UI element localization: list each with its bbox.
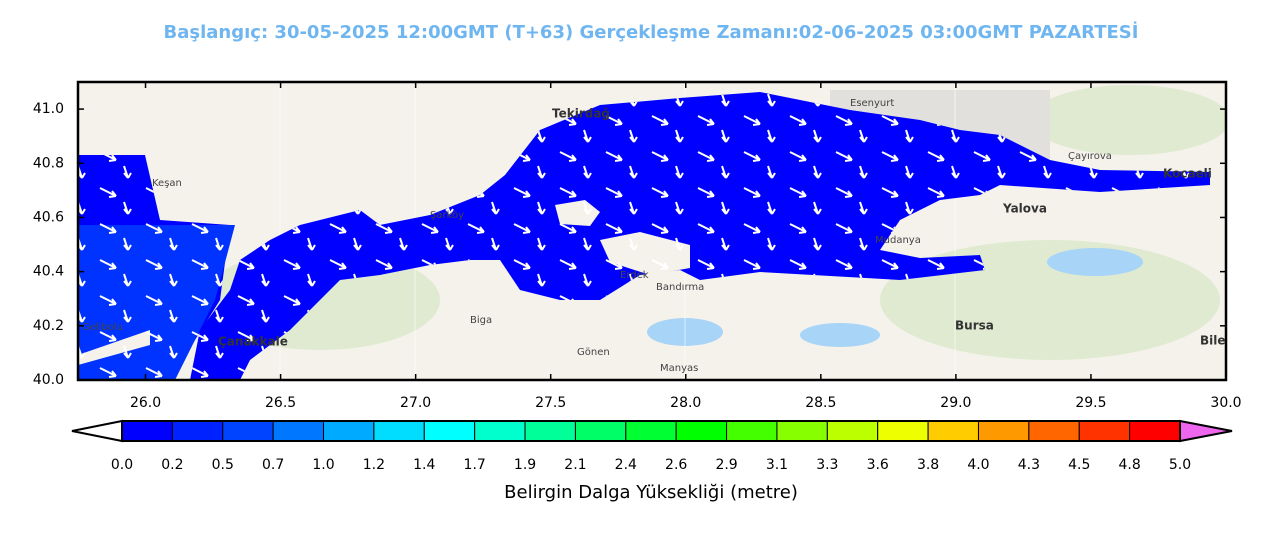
x-tick-label: 30.0 — [1210, 395, 1241, 411]
x-tick-label: 26.0 — [130, 395, 161, 411]
colorbar-tick-label: 3.8 — [917, 457, 939, 473]
colorbar-segment — [977, 420, 1030, 442]
lake — [1047, 248, 1143, 276]
colorbar-tick-label: 5.0 — [1169, 457, 1191, 473]
colorbar-segment — [1078, 420, 1131, 442]
colorbar-segment — [121, 420, 173, 442]
y-tick-label: 40.4 — [33, 264, 64, 280]
colorbar-tick-label: 3.3 — [816, 457, 838, 473]
wave-direction-arrows — [78, 92, 1210, 380]
colorbar-tick-label: 0.2 — [161, 457, 183, 473]
place-labels: Tekirdağ Yalova Bursa Çanakkale Kocaeli … — [82, 98, 1226, 374]
map-frame — [76, 80, 1228, 382]
colorbar-tick-label: 2.6 — [665, 457, 687, 473]
place-label: Gelibolu — [82, 322, 123, 333]
colorbar-tick-label: 0.5 — [212, 457, 234, 473]
colorbar-tick-label: 4.3 — [1018, 457, 1040, 473]
place-label: Esenyurt — [850, 98, 894, 109]
colorbar-segment — [574, 420, 627, 442]
x-tick-label: 28.5 — [805, 395, 836, 411]
place-label: Yalova — [1002, 202, 1047, 216]
x-tick-label: 27.0 — [400, 395, 431, 411]
place-label: Şarköy — [430, 210, 464, 221]
colorbar-tick-label: 0.7 — [262, 457, 284, 473]
colorbar-extend-low — [71, 419, 123, 443]
colorbar-segment — [222, 420, 274, 442]
title: Başlangıç: 30-05-2025 12:00GMT (T+63) Ge… — [164, 21, 1139, 43]
colorbar-frame — [121, 420, 1181, 442]
colorbar-tick-label: 4.0 — [967, 457, 989, 473]
colorbar-tick-label: 4.8 — [1118, 457, 1140, 473]
x-tick-label: 27.5 — [535, 395, 566, 411]
y-tick-label: 40.0 — [33, 372, 64, 388]
place-label: Tekirdağ — [552, 107, 610, 121]
place-label: Kocaeli — [1163, 167, 1212, 181]
colorbar-segment — [323, 420, 375, 442]
colorbar-tick-label: 1.4 — [413, 457, 435, 473]
x-tick-label: 28.0 — [670, 395, 701, 411]
x-tick-label: 29.5 — [1075, 395, 1106, 411]
colorbar-tick-label: 1.0 — [312, 457, 334, 473]
colorbar-segment — [776, 420, 828, 442]
colorbar-segment — [1129, 420, 1181, 442]
x-tick-label: 26.5 — [265, 395, 296, 411]
colorbar-segment — [826, 420, 879, 442]
colorbar-segment — [423, 420, 476, 442]
colorbar-label: Belirgin Dalga Yüksekliği (metre) — [504, 482, 798, 503]
colorbar-segment — [625, 420, 677, 442]
colorbar-segment — [373, 420, 425, 442]
place-label: Manyas — [660, 363, 698, 374]
colorbar-segment — [524, 420, 576, 442]
colorbar-extend-high — [1179, 419, 1233, 443]
colorbar-segment — [927, 420, 979, 442]
colorbar-tick-label: 2.4 — [615, 457, 637, 473]
colorbar-tick-label: 2.1 — [564, 457, 586, 473]
place-label: Erdek — [620, 270, 649, 281]
colorbar-tick-label: 3.6 — [867, 457, 889, 473]
place-label: Bile — [1200, 334, 1226, 348]
colorbar-tick-label: 0.0 — [111, 457, 133, 473]
colorbar-tick-label: 1.7 — [464, 457, 486, 473]
colorbar-segment — [474, 420, 526, 442]
y-tick-label: 40.8 — [33, 155, 64, 171]
colorbar-segment — [675, 420, 728, 442]
x-tick-label: 29.0 — [940, 395, 971, 411]
place-label: Mudanya — [875, 235, 921, 246]
place-label: Çayırova — [1068, 151, 1112, 162]
place-label: Gönen — [577, 347, 610, 358]
colorbar-segment — [272, 420, 325, 442]
colorbar-tick-label: 2.9 — [715, 457, 737, 473]
colorbar-tick-label: 3.1 — [766, 457, 788, 473]
colorbar-segment — [877, 420, 929, 442]
y-tick-label: 40.2 — [33, 318, 64, 334]
place-label: Çanakkale — [218, 335, 288, 349]
lake — [800, 323, 880, 347]
colorbar-segment — [726, 420, 778, 442]
place-label: Bursa — [955, 319, 994, 333]
place-label: Bandırma — [656, 282, 704, 293]
place-label: Keşan — [152, 178, 182, 189]
map-area: Tekirdağ Yalova Bursa Çanakkale Kocaeli … — [78, 82, 1226, 380]
land-green — [1030, 85, 1226, 155]
colorbar-segment — [1028, 420, 1080, 442]
colorbar-segment — [171, 420, 224, 442]
colorbar-tick-label: 1.2 — [363, 457, 385, 473]
colorbar-tick-label: 4.5 — [1068, 457, 1090, 473]
y-tick-label: 40.6 — [33, 209, 64, 225]
colorbar-tick-label: 1.9 — [514, 457, 536, 473]
y-tick-label: 41.0 — [33, 101, 64, 117]
place-label: Biga — [470, 315, 492, 326]
